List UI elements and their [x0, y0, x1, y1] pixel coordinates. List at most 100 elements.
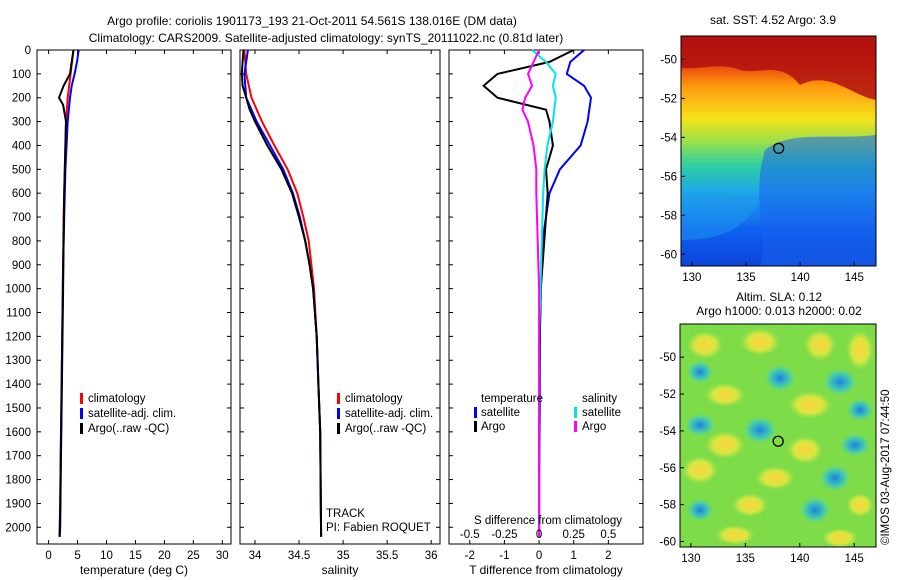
sla-map-title-line2: Argo h1000: 0.013 h2000: 0.02 — [696, 304, 862, 318]
difference-s-label: S difference from climatology — [474, 515, 622, 527]
salinity-xtick-label: 35.5 — [376, 550, 398, 562]
sst_map-ytick-label: -52 — [660, 93, 677, 105]
temperature-xtick-label: 0 — [45, 550, 51, 562]
difference-legend-entry: satellite — [582, 407, 621, 419]
difference-s-tick-label: 0 — [536, 529, 542, 541]
temperature-axes-box — [36, 49, 232, 545]
temperature-ytick-label: 2000 — [5, 522, 31, 534]
difference-legend-salinity-title: salinity — [582, 393, 617, 405]
difference-legend-swatch — [474, 421, 477, 432]
salinity-xtick-label: 34.5 — [288, 550, 310, 562]
temperature-ytick-label: 600 — [12, 188, 31, 200]
temperature-ytick-label: 200 — [12, 93, 31, 105]
difference-series-temperature-satellite — [538, 49, 593, 537]
temperature-legend-swatch — [80, 423, 83, 434]
temperature-xtick-label: 5 — [74, 550, 80, 562]
temperature-xtick-label: 10 — [100, 550, 113, 562]
temperature-xtick-label: 15 — [129, 550, 142, 562]
sla_map-xtick-label: 135 — [736, 553, 755, 565]
salinity-legend-swatch — [337, 423, 340, 434]
sla_map-ytick-label: -56 — [659, 463, 676, 475]
difference-xtick-label: 2 — [605, 550, 611, 562]
track-label: TRACK — [326, 508, 365, 520]
sst_map-ytick-label: -50 — [660, 54, 677, 66]
temperature-ytick-label: 300 — [12, 117, 31, 129]
temperature-ytick-label: 500 — [12, 164, 31, 176]
sla_map-frame — [679, 323, 877, 548]
temperature-ytick-label: 0 — [25, 45, 31, 57]
sla_map-xtick-label: 145 — [845, 553, 864, 565]
difference-legend-swatch — [574, 407, 577, 418]
temperature-xtick-label: 20 — [158, 550, 171, 562]
difference-legend-temperature-title: temperature — [481, 393, 543, 405]
difference-legend-entry: Argo — [582, 421, 606, 433]
imos-timestamp: ©IMOS 03-Aug-2017 07:44:50 — [880, 389, 892, 545]
temperature-ytick-label: 1500 — [5, 403, 31, 415]
temperature-legend-swatch — [80, 393, 83, 404]
pi-label: PI: Fabien ROQUET — [326, 522, 431, 534]
temperature-ytick-label: 700 — [12, 212, 31, 224]
salinity-panel: 34 34.5 35 35.5 36 salinity climatology satelli… — [239, 49, 441, 577]
difference-s-tick-label: 0.25 — [563, 529, 585, 541]
temperature-ytick-label: 1000 — [5, 284, 31, 296]
temperature-legend-entry: Argo(..raw -QC) — [88, 423, 169, 435]
temperature-ytick-label: 800 — [12, 236, 31, 248]
difference-legend-swatch — [574, 421, 577, 432]
temperature-ytick-label: 1900 — [5, 498, 31, 510]
temperature-xtick-label: 30 — [216, 550, 229, 562]
temperature-series-argo-raw-qc- — [57, 49, 75, 537]
sst-map-title: sat. SST: 4.52 Argo: 3.9 — [710, 13, 836, 27]
sla_map-ytick-label: -58 — [659, 500, 676, 512]
temperature-ytick-label: 1100 — [6, 308, 31, 320]
sla-map-title-line1: Altim. SLA: 0.12 — [736, 290, 822, 304]
temperature-legend-entry: climatology — [88, 393, 146, 405]
temperature-ytick-label: 400 — [12, 140, 31, 152]
sst_map-xtick-label: 145 — [845, 272, 864, 284]
sst_map-ytick-label: -56 — [660, 171, 677, 183]
temperature-ytick-label: 1700 — [5, 451, 31, 463]
difference-xtick-label: -2 — [465, 550, 475, 562]
difference-xlabel: T difference from climatology — [469, 563, 623, 577]
sla_map-ytick-label: -60 — [659, 536, 676, 548]
difference-series-salinity-satellite — [531, 49, 557, 537]
temperature-legend-swatch — [80, 408, 83, 419]
sst_map-xtick-label: 130 — [682, 272, 701, 284]
temperature-legend-entry: satellite-adj. clim. — [88, 408, 176, 420]
sla_map-xtick-label: 130 — [681, 553, 700, 565]
sst_map-xtick-label: 135 — [736, 272, 755, 284]
temperature-ytick-label: 1300 — [5, 355, 31, 367]
sla_map-ytick-label: -54 — [659, 426, 676, 438]
temperature-ytick-label: 100 — [12, 69, 31, 81]
sla_map-ytick-label: -52 — [659, 389, 676, 401]
salinity-xlabel: salinity — [322, 563, 359, 577]
figure-title-line1: Argo profile: coriolis 1901173_193 21-Oc… — [107, 14, 517, 28]
difference-panel: -2 -1 0 1 2T difference from climatology -0.5… — [448, 49, 644, 577]
difference-legend-entry: Argo — [481, 421, 505, 433]
temperature-panel: 0 5 10 15 20 25 300100200300400500600700800900… — [5, 45, 232, 577]
sla_map-ytick-label: -50 — [659, 352, 676, 364]
temperature-ytick-label: 1600 — [5, 427, 31, 439]
salinity-legend-swatch — [337, 393, 340, 404]
sst-heatmap — [681, 36, 876, 266]
salinity-legend-swatch — [337, 408, 340, 419]
sst_map-ytick-label: -60 — [660, 249, 677, 261]
sla_map-argo-location-marker — [772, 435, 784, 447]
sla_map-xtick-label: 140 — [790, 553, 809, 565]
difference-legend-entry: satellite — [481, 407, 520, 419]
difference-xtick-label: -1 — [499, 550, 509, 562]
salinity-legend-entry: Argo(..raw -QC) — [345, 423, 426, 435]
difference-s-tick-label: -0.5 — [460, 529, 480, 541]
sla-heatmap — [680, 324, 876, 548]
temperature-ytick-label: 1400 — [5, 379, 31, 391]
sla-map-axes: 130 135 140 145 -50 -52 -54 -56 -58 -60 — [659, 323, 877, 565]
sst_map-ytick-label: -54 — [660, 132, 677, 144]
temperature-xtick-label: 25 — [187, 550, 200, 562]
temperature-xlabel: temperature (deg C) — [80, 563, 188, 577]
difference-xtick-label: 0 — [536, 550, 542, 562]
sst_map-argo-location-marker — [773, 142, 785, 154]
sst_map-frame — [680, 35, 877, 267]
sst_map-ytick-label: -58 — [660, 210, 677, 222]
temperature-ytick-label: 900 — [12, 260, 31, 272]
sst_map-xtick-label: 140 — [791, 272, 810, 284]
